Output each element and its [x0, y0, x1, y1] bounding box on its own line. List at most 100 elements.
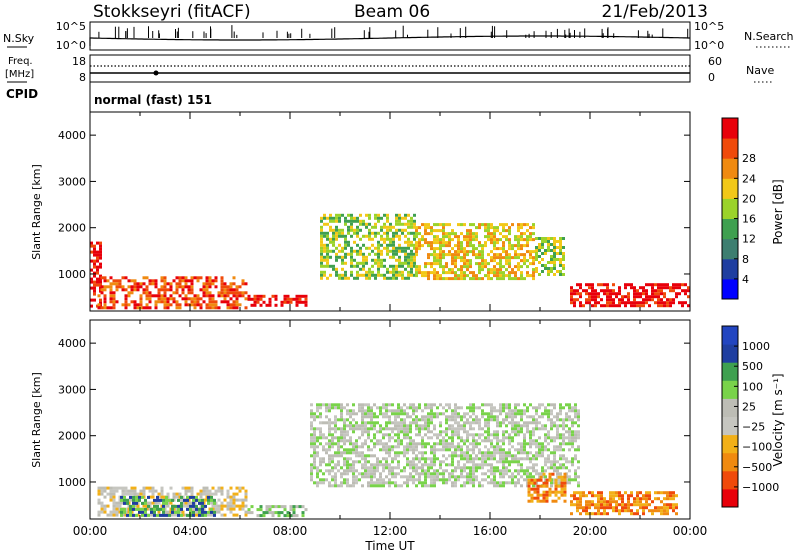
data-cell: [669, 497, 672, 501]
data-cell: [563, 481, 567, 485]
data-cell: [397, 415, 400, 419]
data-cell: [475, 247, 478, 251]
data-cell: [418, 475, 421, 479]
data-cell: [538, 273, 541, 276]
data-cell: [660, 491, 663, 495]
data-cell: [178, 492, 182, 496]
data-cell: [442, 406, 445, 410]
data-cell: [424, 481, 427, 485]
data-cell: [669, 491, 672, 495]
data-cell: [352, 451, 355, 455]
data-cell: [223, 513, 227, 517]
data-cell: [421, 235, 424, 239]
data-cell: [97, 498, 101, 502]
data-cell: [454, 421, 457, 425]
data-cell: [430, 403, 433, 407]
data-cell: [663, 497, 666, 501]
data-cell: [334, 406, 337, 410]
data-cell: [391, 412, 394, 416]
data-cell: [356, 249, 359, 253]
data-cell: [96, 271, 99, 275]
data-cell: [313, 445, 316, 449]
beam-title: Beam 06: [354, 2, 430, 22]
data-cell: [346, 481, 349, 485]
data-cell: [235, 288, 239, 292]
data-cell: [337, 460, 340, 464]
data-cell: [262, 294, 266, 298]
data-cell: [469, 250, 472, 254]
data-cell: [415, 241, 418, 245]
data-cell: [478, 223, 481, 227]
data-cell: [490, 241, 493, 245]
data-cell: [514, 460, 517, 464]
data-cell: [454, 427, 457, 431]
data-cell: [289, 297, 293, 301]
data-cell: [359, 237, 362, 241]
data-cell: [154, 279, 158, 283]
data-cell: [451, 484, 454, 488]
data-cell: [544, 267, 547, 270]
data-cell: [391, 472, 394, 476]
data-cell: [490, 478, 493, 482]
data-cell: [370, 406, 373, 410]
data-cell: [343, 406, 346, 410]
data-cell: [511, 424, 514, 428]
data-cell: [666, 301, 669, 305]
data-cell: [466, 253, 469, 257]
data-cell: [466, 418, 469, 422]
data-cell: [433, 472, 436, 476]
data-cell: [475, 478, 478, 482]
data-cell: [380, 252, 383, 256]
data-cell: [398, 222, 401, 226]
data-cell: [430, 466, 433, 470]
data-cell: [335, 231, 338, 235]
data-cell: [541, 454, 544, 458]
data-cell: [427, 241, 430, 245]
data-cell: [138, 507, 141, 511]
data-cell: [562, 424, 565, 428]
data-cell: [657, 283, 660, 287]
data-cell: [220, 501, 224, 505]
data-cell: [523, 457, 526, 461]
data-cell: [181, 288, 185, 292]
data-cell: [536, 493, 540, 497]
data-cell: [100, 291, 104, 295]
data-cell: [382, 463, 385, 467]
data-cell: [466, 445, 469, 449]
data-cell: [320, 237, 323, 241]
data-cell: [454, 232, 457, 236]
data-cell: [548, 478, 552, 482]
data-cell: [192, 510, 195, 514]
data-cell: [320, 225, 323, 229]
data-cell: [181, 285, 185, 289]
data-cell: [259, 508, 263, 512]
data-cell: [106, 285, 110, 289]
data-cell: [415, 454, 418, 458]
data-cell: [415, 421, 418, 425]
data-cell: [502, 271, 505, 275]
data-cell: [484, 439, 487, 443]
data-cell: [487, 475, 490, 479]
data-cell: [451, 253, 454, 257]
data-cell: [259, 303, 263, 307]
data-cell: [343, 439, 346, 443]
data-cell: [361, 475, 364, 479]
data-cell: [232, 303, 236, 307]
data-cell: [606, 506, 609, 510]
data-cell: [201, 510, 204, 514]
data-cell: [505, 430, 508, 434]
data-cell: [340, 472, 343, 476]
data-cell: [250, 505, 254, 509]
data-cell: [615, 292, 618, 296]
data-cell: [579, 512, 582, 516]
data-cell: [505, 259, 508, 263]
data-cell: [511, 277, 514, 281]
data-cell: [406, 484, 409, 488]
data-cell: [571, 478, 574, 482]
data-cell: [550, 243, 553, 246]
data-cell: [226, 291, 230, 295]
data-cell: [332, 243, 335, 247]
data-cell: [550, 436, 553, 440]
data-cell: [499, 232, 502, 236]
data-cell: [568, 415, 571, 419]
